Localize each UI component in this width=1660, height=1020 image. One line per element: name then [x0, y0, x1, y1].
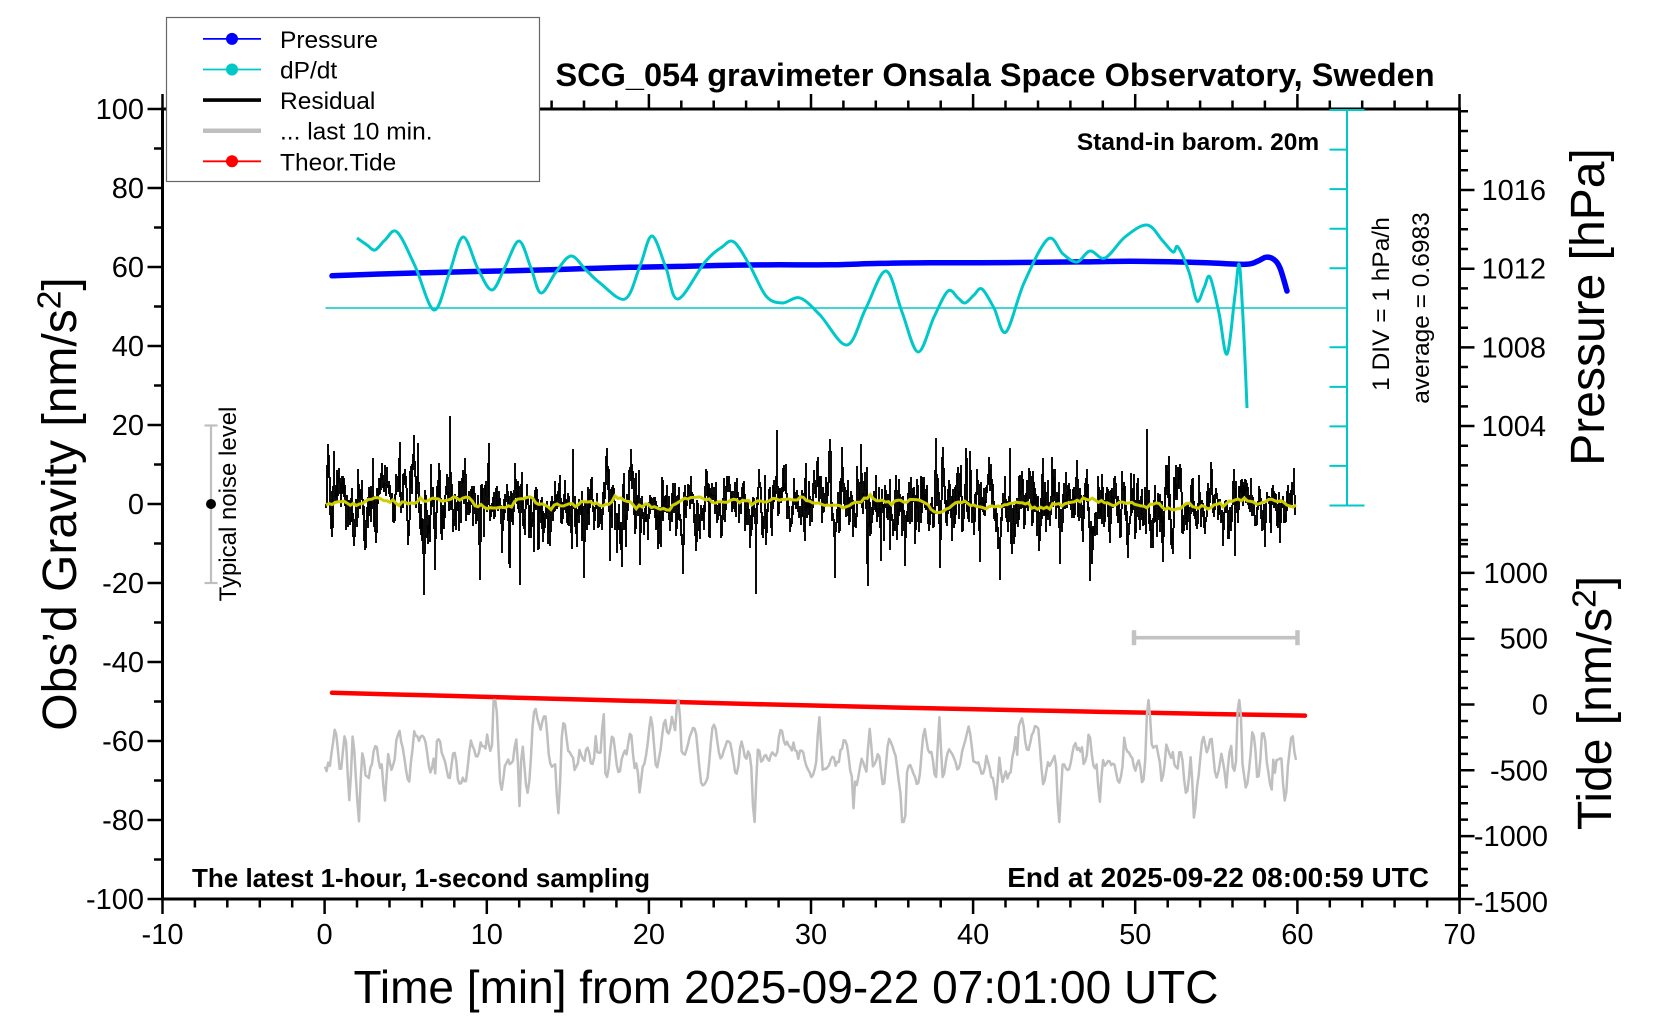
- svg-text:40: 40: [957, 919, 989, 951]
- svg-text:... last 10 min.: ... last 10 min.: [280, 119, 433, 146]
- svg-text:60: 60: [112, 252, 144, 284]
- svg-text:Tide [nm/s2]: Tide [nm/s2]: [1567, 576, 1623, 830]
- svg-text:0: 0: [128, 489, 144, 521]
- svg-text:The latest 1-hour, 1-second sa: The latest 1-hour, 1-second sampling: [192, 863, 650, 893]
- svg-text:20: 20: [112, 410, 144, 442]
- svg-text:-80: -80: [102, 805, 144, 837]
- svg-text:500: 500: [1500, 624, 1548, 656]
- svg-text:dP/dt: dP/dt: [280, 58, 337, 85]
- svg-text:40: 40: [112, 331, 144, 363]
- svg-text:1008: 1008: [1481, 332, 1546, 364]
- svg-text:1016: 1016: [1481, 175, 1546, 207]
- svg-text:60: 60: [1281, 919, 1313, 951]
- svg-text:-100: -100: [86, 884, 144, 916]
- svg-text:End at 2025-09-22 08:00:59 UTC: End at 2025-09-22 08:00:59 UTC: [1007, 862, 1429, 893]
- svg-text:0: 0: [317, 919, 333, 951]
- svg-text:-60: -60: [102, 726, 144, 758]
- svg-text:average = 0.6983: average = 0.6983: [1408, 212, 1435, 403]
- svg-text:-40: -40: [102, 647, 144, 679]
- svg-text:Stand-in barom. 20m: Stand-in barom. 20m: [1077, 129, 1319, 156]
- svg-text:50: 50: [1119, 919, 1151, 951]
- svg-text:80: 80: [112, 173, 144, 205]
- svg-text:SCG_054 gravimeter Onsala Spac: SCG_054 gravimeter Onsala Space Observat…: [555, 57, 1434, 93]
- svg-text:100: 100: [96, 94, 144, 126]
- svg-text:10: 10: [471, 919, 503, 951]
- svg-text:-20: -20: [102, 568, 144, 600]
- svg-text:-1000: -1000: [1474, 821, 1548, 853]
- svg-text:-10: -10: [142, 919, 184, 951]
- svg-text:Residual: Residual: [280, 88, 375, 115]
- svg-text:30: 30: [795, 919, 827, 951]
- svg-text:Theor.Tide: Theor.Tide: [280, 149, 396, 176]
- svg-text:70: 70: [1443, 919, 1475, 951]
- svg-text:Obs’d Gravity [nm/s2]: Obs’d Gravity [nm/s2]: [32, 277, 88, 730]
- svg-text:-500: -500: [1490, 755, 1548, 787]
- svg-text:1004: 1004: [1481, 411, 1546, 443]
- svg-text:Pressure: Pressure: [280, 27, 378, 54]
- svg-text:1 DIV = 1 hPa/h: 1 DIV = 1 hPa/h: [1368, 217, 1395, 391]
- svg-text:0: 0: [1532, 690, 1548, 722]
- svg-text:20: 20: [633, 919, 665, 951]
- svg-text:Time [min] from 2025-09-22 07:: Time [min] from 2025-09-22 07:01:00 UTC: [354, 961, 1219, 1013]
- svg-text:Typical noise level: Typical noise level: [215, 407, 242, 602]
- svg-text:1012: 1012: [1481, 254, 1546, 286]
- svg-text:1000: 1000: [1483, 558, 1548, 590]
- svg-text:Pressure [hPa]: Pressure [hPa]: [1562, 148, 1615, 465]
- svg-text:-1500: -1500: [1474, 887, 1548, 919]
